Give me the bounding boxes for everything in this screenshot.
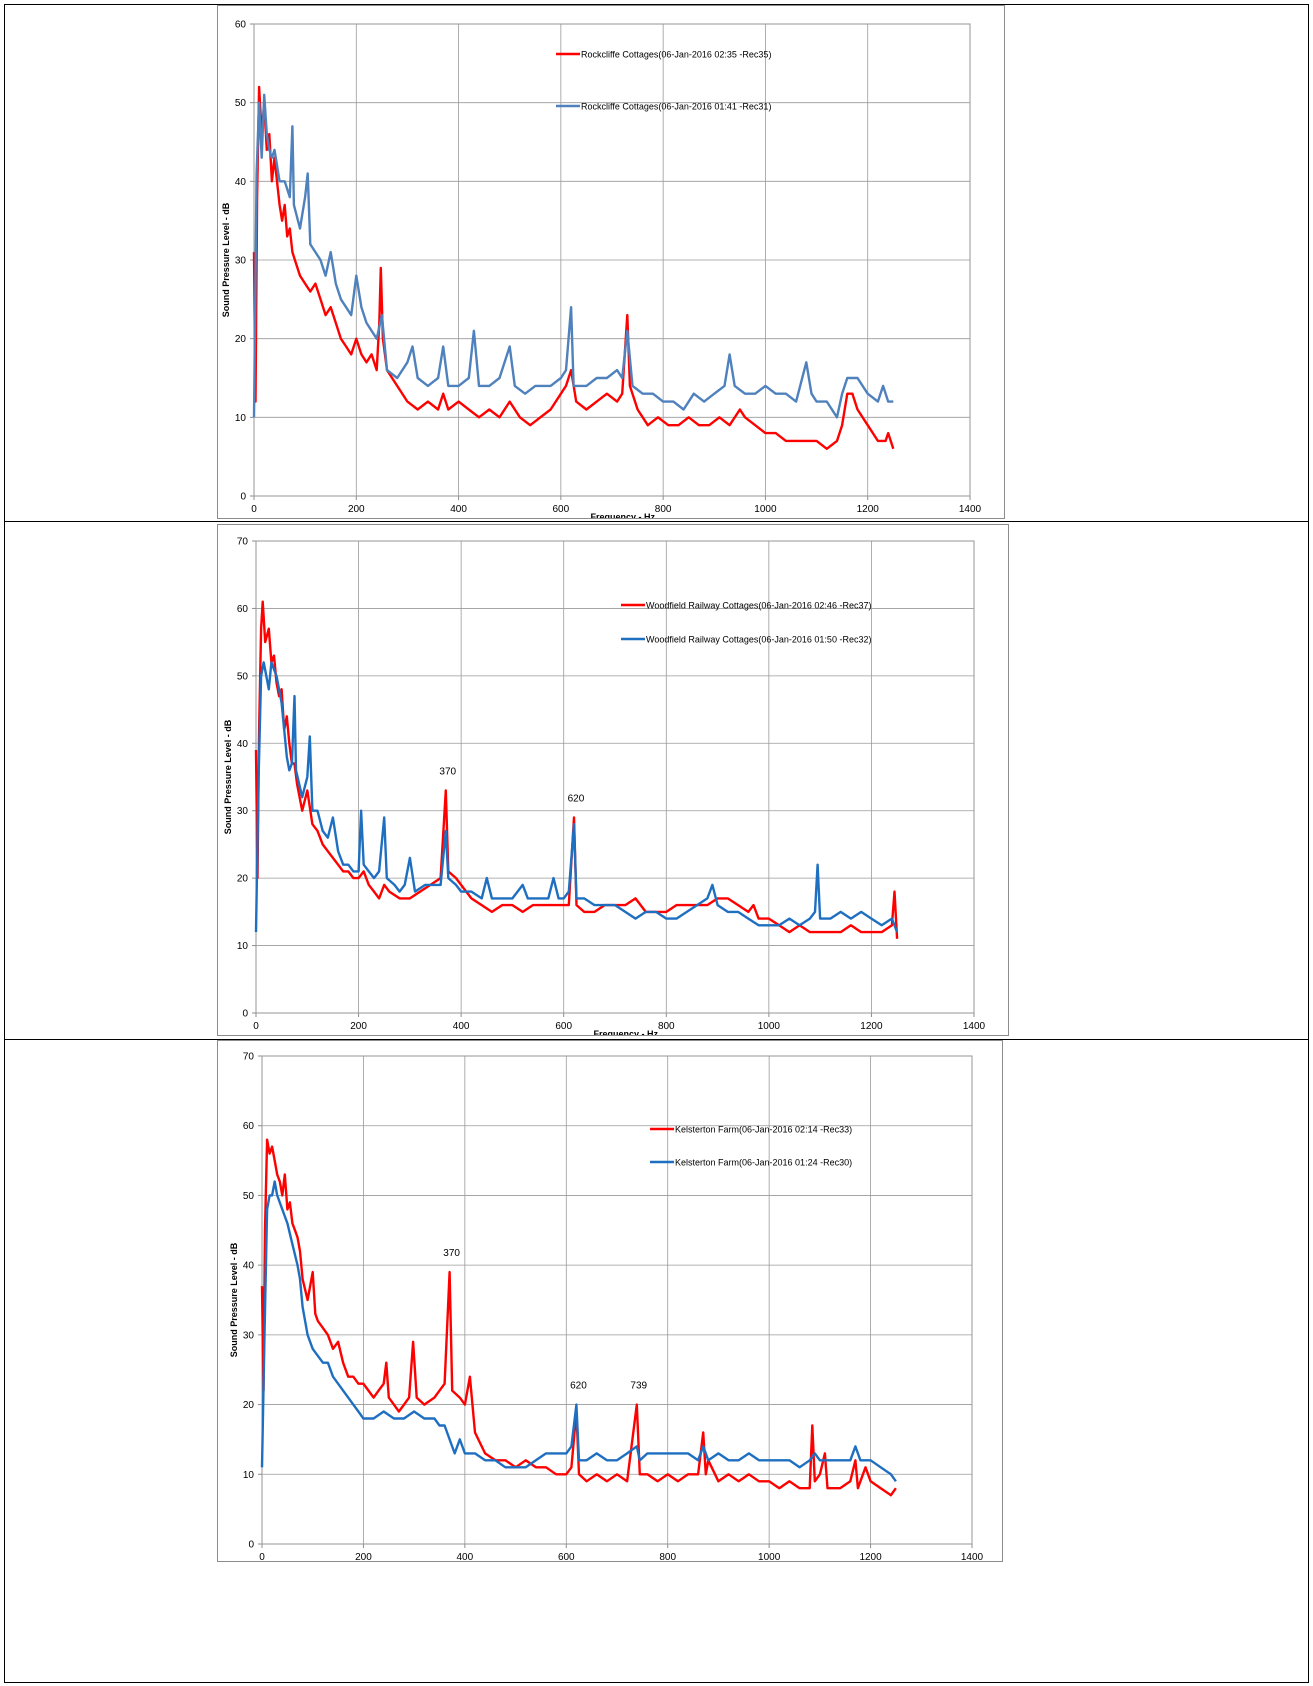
x-tick-label: 1000 <box>758 1021 781 1032</box>
legend-label-2: Kelsterton Farm(06-Jan-2016 01:24 -Rec30… <box>675 1158 852 1168</box>
x-tick-label: 800 <box>658 1021 675 1032</box>
x-tick-label: 200 <box>350 1021 367 1032</box>
x-tick-label: 600 <box>555 1021 572 1032</box>
y-tick-label: 30 <box>237 806 249 817</box>
x-tick-label: 400 <box>450 504 467 515</box>
y-tick-label: 40 <box>237 739 249 750</box>
y-tick-label: 40 <box>235 177 247 188</box>
series-line-2 <box>254 661 899 933</box>
y-tick-label: 20 <box>235 334 247 345</box>
y-tick-label: 50 <box>235 98 247 109</box>
x-axis-title: Frequency - Hz <box>595 1560 660 1561</box>
x-tick-label: 200 <box>348 504 365 515</box>
chart-frame-3: 0 200 400 600 800 1000 1200 1400 0 10 20 30 40 50 60 70… <box>217 1040 1003 1571</box>
x-tick-label: 0 <box>259 1552 265 1561</box>
report-table: 0 200 400 600 800 1000 1200 1400 0 10 20 30 40 50 60 Fr… <box>4 4 1309 1683</box>
y-tick-label: 0 <box>240 492 246 503</box>
y-axis-title: Sound Pressure Level - dB <box>223 719 233 834</box>
x-tick-label: 1000 <box>758 1552 781 1561</box>
x-tick-label: 0 <box>251 504 257 515</box>
chart-cell-3: 0 200 400 600 800 1000 1200 1400 0 10 20 30 40 50 60 70… <box>4 1039 1309 1683</box>
y-tick-label: 60 <box>235 20 247 31</box>
x-tick-label: 400 <box>457 1552 474 1561</box>
y-axis-title: Sound Pressure Level - dB <box>229 1242 239 1357</box>
chart-cell-2: 0 200 400 600 800 1000 1200 1400 0 10 20 30 40 50 60 70… <box>4 521 1309 1040</box>
series-line-1 <box>252 85 895 450</box>
legend-label-1: Woodfield Railway Cottages(06-Jan-2016 0… <box>646 601 871 611</box>
x-tick-label: 1400 <box>959 504 982 515</box>
y-tick-label: 10 <box>235 413 247 424</box>
y-tick-label: 60 <box>237 604 249 615</box>
y-tick-label: 70 <box>243 1052 255 1063</box>
chart-frame-2: 0 200 400 600 800 1000 1200 1400 0 10 20 30 40 50 60 70… <box>217 524 1009 1040</box>
y-tick-label: 30 <box>243 1330 255 1341</box>
y-tick-label: 50 <box>243 1191 255 1202</box>
x-tick-label: 1200 <box>857 504 880 515</box>
series-line-2 <box>260 1180 897 1482</box>
annotation-label: 739 <box>630 1381 647 1392</box>
y-tick-label: 10 <box>237 941 249 952</box>
x-tick-label: 1400 <box>963 1021 986 1032</box>
x-axis-title: Frequency - Hz <box>590 512 655 518</box>
x-tick-label: 200 <box>355 1552 372 1561</box>
y-tick-label: 70 <box>237 537 249 548</box>
x-tick-label: 1200 <box>860 1021 883 1032</box>
series-line-2 <box>252 93 894 419</box>
annotation-label: 370 <box>439 766 456 777</box>
spectrum-chart-rockcliffe: 0 200 400 600 800 1000 1200 1400 0 10 20 30 40 50 60 Fr… <box>221 20 982 523</box>
y-tick-label: 0 <box>242 1009 248 1020</box>
annotation-label: 620 <box>570 1381 587 1392</box>
y-tick-label: 60 <box>243 1121 255 1132</box>
x-tick-label: 600 <box>558 1552 575 1561</box>
x-tick-label: 1400 <box>961 1552 984 1561</box>
plot-area <box>255 540 975 1014</box>
chart-frame-1: 0 200 400 600 800 1000 1200 1400 0 10 20 30 40 50 60 Fr… <box>217 5 1005 523</box>
y-tick-label: 20 <box>237 874 249 885</box>
y-tick-label: 50 <box>237 671 249 682</box>
legend-label-2: Rockcliffe Cottages(06-Jan-2016 01:41 -R… <box>581 102 771 112</box>
legend-label-2: Woodfield Railway Cottages(06-Jan-2016 0… <box>646 635 871 645</box>
y-tick-label: 10 <box>243 1470 255 1481</box>
x-tick-label: 800 <box>655 504 672 515</box>
x-tick-label: 800 <box>659 1552 676 1561</box>
y-tick-label: 20 <box>243 1400 255 1411</box>
x-tick-label: 0 <box>253 1021 259 1032</box>
legend-label-1: Rockcliffe Cottages(06-Jan-2016 02:35 -R… <box>581 50 771 60</box>
x-tick-label: 600 <box>553 504 570 515</box>
y-tick-label: 0 <box>248 1540 254 1551</box>
chart-cell-1: 0 200 400 600 800 1000 1200 1400 0 10 20 30 40 50 60 Fr… <box>4 4 1309 523</box>
y-tick-label: 30 <box>235 256 247 267</box>
spectrum-chart-woodfield: 0 200 400 600 800 1000 1200 1400 0 10 20 30 40 50 60 70… <box>223 537 986 1040</box>
x-tick-label: 1000 <box>754 504 777 515</box>
x-axis-title: Frequency - Hz <box>594 1029 659 1035</box>
legend-label-1: Kelsterton Farm(06-Jan-2016 02:14 -Rec33… <box>675 1125 852 1135</box>
annotation-label: 620 <box>568 793 585 804</box>
y-tick-label: 40 <box>243 1261 255 1272</box>
annotation-label: 370 <box>443 1248 460 1259</box>
series-line-1 <box>260 1138 897 1497</box>
x-tick-label: 1200 <box>859 1552 882 1561</box>
spectrum-chart-kelsterton: 0 200 400 600 800 1000 1200 1400 0 10 20 30 40 50 60 70… <box>229 1052 984 1571</box>
y-axis-title: Sound Pressure Level - dB <box>221 202 231 317</box>
x-tick-label: 400 <box>453 1021 470 1032</box>
